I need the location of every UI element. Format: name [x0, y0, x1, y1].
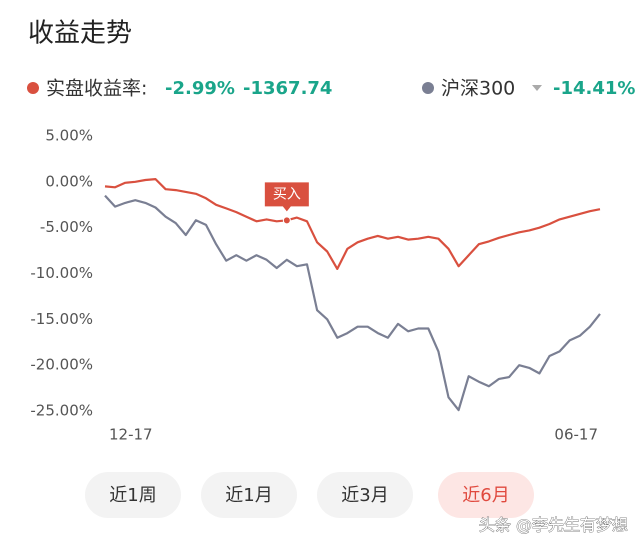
annotation-text: 买入: [273, 186, 301, 202]
y-tick-label: 5.00%: [45, 127, 93, 145]
y-tick-label: -20.00%: [30, 356, 93, 374]
watermark: 头条 @李先生有梦想: [479, 516, 628, 535]
legend-label: 实盘收益率:: [46, 78, 147, 100]
legend-profit: -1367.74: [243, 78, 332, 99]
range-button-label[interactable]: 近1周: [109, 485, 156, 506]
y-tick-label: -15.00%: [30, 310, 93, 328]
range-button[interactable]: [85, 472, 181, 518]
range-button[interactable]: [317, 472, 413, 518]
y-tick-label: -10.00%: [30, 264, 93, 282]
legend-return: -14.41%: [553, 78, 635, 99]
range-button-label[interactable]: 近1月: [225, 485, 272, 506]
legend-label[interactable]: 沪深300: [441, 78, 515, 100]
annotation-box: [264, 182, 309, 212]
range-button[interactable]: [201, 472, 297, 518]
dropdown-arrow[interactable]: [532, 85, 542, 91]
chart-title: 收益走势: [28, 19, 132, 49]
x-tick-label: 06-17: [554, 426, 598, 444]
trade-dot: [282, 216, 291, 225]
y-tick-label: 0.00%: [45, 172, 93, 190]
range-button-label[interactable]: 近3月: [341, 485, 388, 506]
y-tick-label: -25.00%: [30, 402, 93, 420]
x-tick-label: 12-17: [109, 426, 153, 444]
legend-dot: [27, 82, 39, 94]
legend-return: -2.99%: [165, 78, 235, 99]
series-line: [104, 194, 601, 412]
range-button-label[interactable]: 近6月: [462, 485, 509, 506]
range-button[interactable]: [438, 472, 534, 518]
legend-dot: [422, 82, 434, 94]
series-line: [104, 178, 601, 270]
y-tick-label: -5.00%: [40, 218, 93, 236]
